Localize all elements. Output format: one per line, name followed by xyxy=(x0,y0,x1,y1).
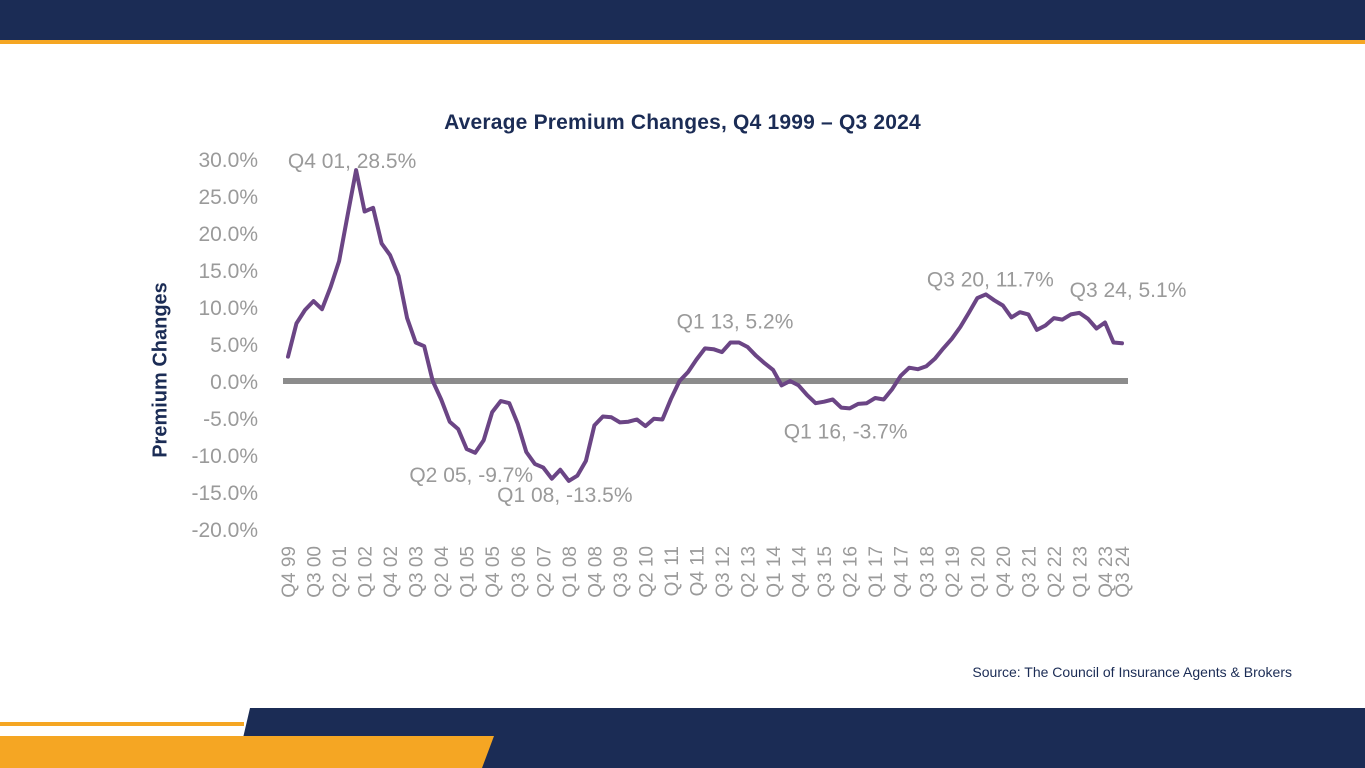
x-tick-label: Q3 09 xyxy=(611,546,632,598)
x-tick-label: Q2 16 xyxy=(841,546,862,598)
y-tick-label: -10.0% xyxy=(191,445,258,468)
x-tick-label: Q4 14 xyxy=(790,546,811,598)
x-tick-label: Q1 23 xyxy=(1070,546,1091,598)
x-tick-label: Q2 13 xyxy=(739,546,760,598)
x-tick-label: Q4 11 xyxy=(687,546,708,596)
x-tick-label: Q3 12 xyxy=(713,546,734,598)
x-tick-label: Q2 19 xyxy=(943,546,964,598)
x-tick-label: Q1 02 xyxy=(356,546,377,598)
y-tick-label: 15.0% xyxy=(198,260,258,283)
data-annotation: Q3 20, 11.7% xyxy=(927,268,1054,291)
x-tick-label: Q4 05 xyxy=(483,546,504,598)
data-annotation: Q3 24, 5.1% xyxy=(1070,279,1187,302)
x-tick-label: Q4 17 xyxy=(892,546,913,598)
x-tick-label: Q3 24 xyxy=(1113,546,1134,598)
x-tick-label: Q2 01 xyxy=(330,546,351,598)
source-note: Source: The Council of Insurance Agents … xyxy=(972,664,1292,680)
x-tick-label: Q2 10 xyxy=(636,546,657,598)
x-tick-label: Q3 06 xyxy=(509,546,530,598)
series-line xyxy=(286,168,1124,483)
data-annotation: Q1 08, -13.5% xyxy=(497,484,632,507)
y-tick-label: 30.0% xyxy=(198,149,258,172)
x-tick-label: Q1 08 xyxy=(560,546,581,598)
data-annotation: Q1 16, -3.7% xyxy=(784,420,908,443)
data-annotation: Q2 05, -9.7% xyxy=(409,464,533,487)
x-tick-label: Q3 15 xyxy=(815,546,836,598)
x-tick-label: Q1 14 xyxy=(764,546,785,598)
y-tick-label: 0.0% xyxy=(210,371,258,394)
y-tick-label: -15.0% xyxy=(191,482,258,505)
y-tick-label: 25.0% xyxy=(198,186,258,209)
x-tick-label: Q4 99 xyxy=(279,546,300,598)
y-tick-label: 5.0% xyxy=(210,334,258,357)
x-tick-label: Q2 04 xyxy=(432,546,453,598)
data-annotation: Q4 01, 28.5% xyxy=(288,150,416,173)
y-tick-label: -20.0% xyxy=(191,519,258,542)
x-tick-label: Q1 17 xyxy=(866,546,887,598)
x-tick-label: Q3 03 xyxy=(407,546,428,598)
x-tick-label: Q3 18 xyxy=(917,546,938,598)
footer-accent-line xyxy=(0,722,244,726)
x-tick-label: Q4 23 xyxy=(1096,546,1117,598)
chart-title: Average Premium Changes, Q4 1999 – Q3 20… xyxy=(444,111,921,134)
x-tick-label: Q1 05 xyxy=(458,546,479,598)
header-bar xyxy=(0,0,1365,40)
header-accent-line xyxy=(0,40,1365,44)
y-tick-label: 10.0% xyxy=(198,297,258,320)
x-tick-label: Q4 02 xyxy=(381,546,402,598)
x-tick-label: Q2 22 xyxy=(1045,546,1066,598)
y-tick-label: 20.0% xyxy=(198,223,258,246)
data-annotation: Q1 13, 5.2% xyxy=(677,311,794,334)
x-tick-label: Q4 20 xyxy=(994,546,1015,598)
x-tick-label: Q1 20 xyxy=(968,546,989,598)
x-tick-label: Q4 08 xyxy=(585,546,606,598)
x-tick-label: Q3 21 xyxy=(1019,546,1040,598)
x-tick-label: Q1 11 xyxy=(662,546,683,596)
x-tick-label: Q3 00 xyxy=(305,546,326,598)
x-tick-label: Q2 07 xyxy=(534,546,555,598)
y-tick-label: -5.0% xyxy=(203,408,258,431)
footer-accent-block xyxy=(0,736,494,768)
